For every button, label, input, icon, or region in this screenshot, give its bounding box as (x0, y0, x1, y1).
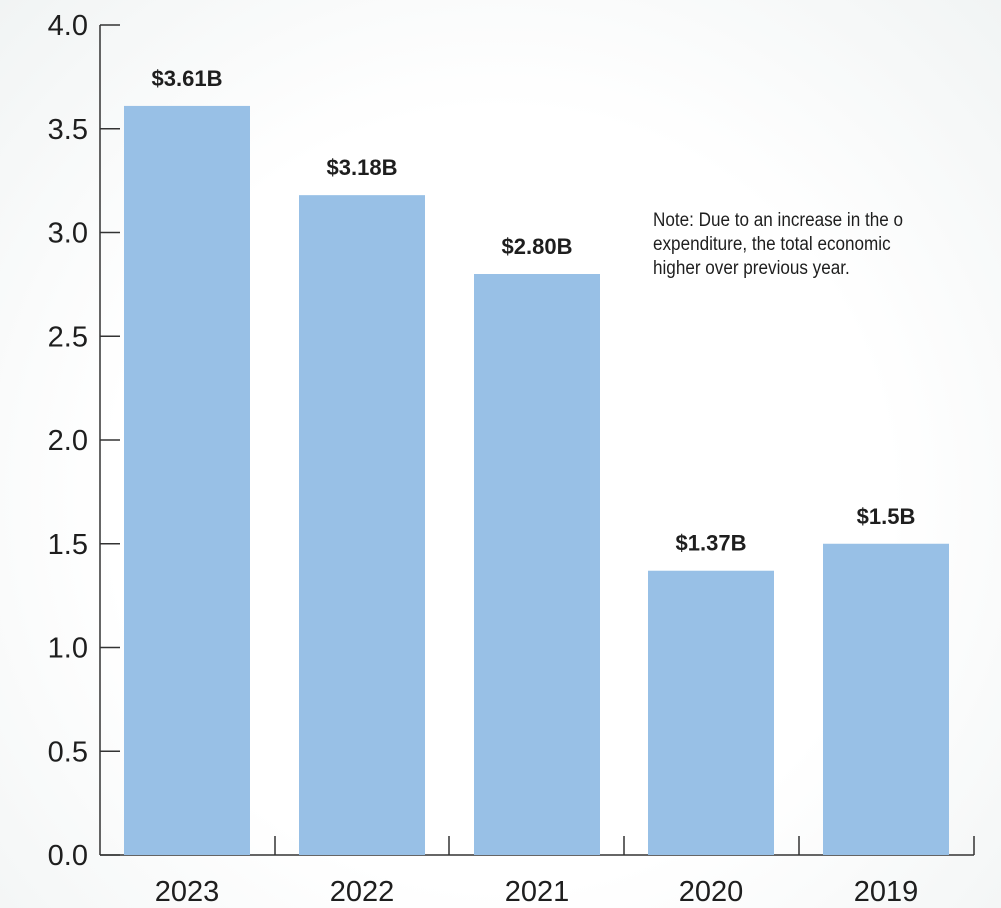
y-tick-label: 3.5 (48, 114, 88, 146)
y-tick-label: 2.0 (48, 425, 88, 457)
value-labels: $3.61B $3.18B $2.80B $1.37B $1.5B (152, 66, 916, 556)
y-tick-label: 1.0 (48, 633, 88, 665)
y-tick-label: 1.5 (48, 529, 88, 561)
bar (474, 274, 600, 855)
category-label: 2019 (854, 876, 919, 908)
bar-value-label: $1.37B (676, 531, 747, 556)
bar (124, 105, 250, 856)
y-tick-label: 3.0 (48, 218, 88, 250)
y-axis: 0.0 0.5 1.0 1.5 2.0 2.5 3.0 3.5 4.0 (48, 10, 120, 872)
chart-note: Note: Due to an increase in the o expend… (653, 210, 904, 279)
y-tick-label: 2.5 (48, 321, 88, 353)
bar-value-label: $3.61B (152, 66, 223, 91)
y-tick-label: 0.0 (48, 840, 88, 872)
y-tick-label: 0.5 (48, 736, 88, 768)
bar (648, 570, 774, 855)
y-tick-label: 4.0 (48, 10, 88, 42)
category-label: 2020 (679, 876, 744, 908)
category-label: 2021 (505, 876, 570, 908)
category-label: 2023 (155, 876, 220, 908)
bar-value-label: $2.80B (502, 234, 573, 259)
bar-value-label: $1.5B (857, 504, 916, 529)
category-labels: 2023 2022 2021 2020 2019 (155, 876, 919, 908)
category-label: 2022 (330, 876, 395, 908)
bar (823, 543, 949, 855)
bar-value-label: $3.18B (327, 155, 398, 180)
bars (124, 105, 949, 856)
bar (299, 195, 425, 855)
